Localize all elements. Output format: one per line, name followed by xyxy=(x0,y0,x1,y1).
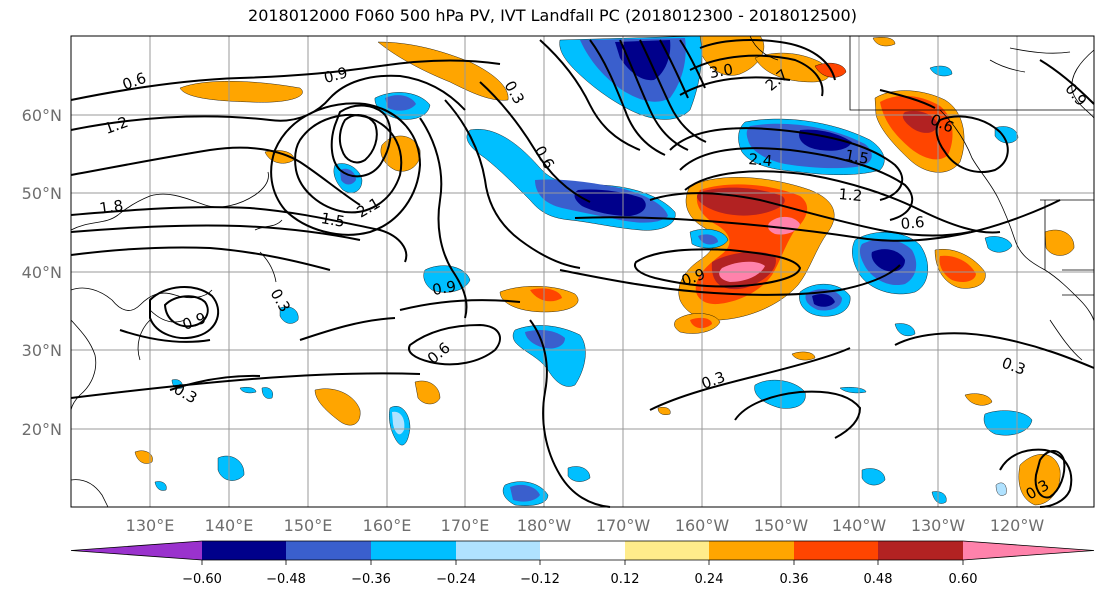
colorbar-label: −0.60 xyxy=(182,572,222,587)
lon-label: 160°W xyxy=(675,516,730,535)
colorbar-extend-max xyxy=(963,541,1094,560)
colorbar-label: 0.36 xyxy=(780,572,809,587)
lat-label: 30°N xyxy=(22,341,62,360)
latitude-labels: 60°N 50°N 40°N 30°N 20°N xyxy=(22,106,62,439)
lat-label: 50°N xyxy=(22,184,62,203)
colorbar-label: 0.60 xyxy=(949,572,978,587)
colorbar-label: 0.48 xyxy=(864,572,893,587)
colorbar-ticks xyxy=(201,560,964,565)
lon-label: 130°W xyxy=(911,516,966,535)
lon-label: 130°E xyxy=(126,516,175,535)
lat-label: 20°N xyxy=(22,420,62,439)
lon-label: 160°E xyxy=(363,516,412,535)
colorbar-tick-labels: −0.60 −0.48 −0.36 −0.24 −0.12 0.12 0.24 … xyxy=(182,572,977,587)
coastlines xyxy=(70,35,1095,508)
colorbar-segment xyxy=(709,541,794,560)
lon-label: 170°E xyxy=(441,516,490,535)
contour-label: 1.8 xyxy=(98,196,124,217)
map-frame-border xyxy=(70,35,1095,508)
colorbar-label: 0.12 xyxy=(611,572,640,587)
colorbar-label: −0.36 xyxy=(351,572,391,587)
colorbar-extend-min xyxy=(71,541,202,560)
colorbar-segment xyxy=(878,541,963,560)
lon-label: 140°W xyxy=(832,516,887,535)
colorbar: −0.60 −0.48 −0.36 −0.24 −0.12 0.12 0.24 … xyxy=(70,540,1095,587)
colorbar-label: −0.12 xyxy=(520,572,560,587)
colorbar-segments xyxy=(70,540,1095,561)
contour-label: 1.5 xyxy=(844,146,871,168)
contour-label: 3.0 xyxy=(708,60,735,82)
contour-label: 0.9 xyxy=(431,277,458,299)
pv-contours xyxy=(70,39,1095,508)
lon-label: 180°W xyxy=(517,516,572,535)
colorbar-segment xyxy=(794,541,878,560)
contour-label: 2.4 xyxy=(748,150,773,170)
contour-label: 1.5 xyxy=(320,209,347,231)
colorbar-segment xyxy=(625,541,709,560)
map-title: 2018012000 F060 500 hPa PV, IVT Landfall… xyxy=(248,6,857,25)
contour-label: 0.6 xyxy=(900,213,925,233)
lon-label: 120°W xyxy=(990,516,1045,535)
colorbar-segment xyxy=(540,541,625,560)
lat-label: 60°N xyxy=(22,106,62,125)
contour-label: 0.9 xyxy=(322,63,350,87)
lat-label: 40°N xyxy=(22,263,62,282)
colorbar-segment xyxy=(456,541,540,560)
colorbar-label: −0.24 xyxy=(436,572,476,587)
lon-label: 150°W xyxy=(754,516,809,535)
lon-label: 150°E xyxy=(284,516,333,535)
colorbar-segment xyxy=(286,541,371,560)
lon-label: 140°E xyxy=(205,516,254,535)
colorbar-label: 0.24 xyxy=(695,572,724,587)
warm-shading xyxy=(134,35,1075,506)
colorbar-segment xyxy=(202,541,286,560)
contour-label: 1.2 xyxy=(838,185,863,205)
lon-label: 170°W xyxy=(596,516,651,535)
colorbar-segment xyxy=(371,541,456,560)
colorbar-label: −0.48 xyxy=(266,572,306,587)
longitude-labels: 130°E 140°E 150°E 160°E 170°E 180°W 170°… xyxy=(126,516,1045,535)
graticule xyxy=(71,36,1094,507)
